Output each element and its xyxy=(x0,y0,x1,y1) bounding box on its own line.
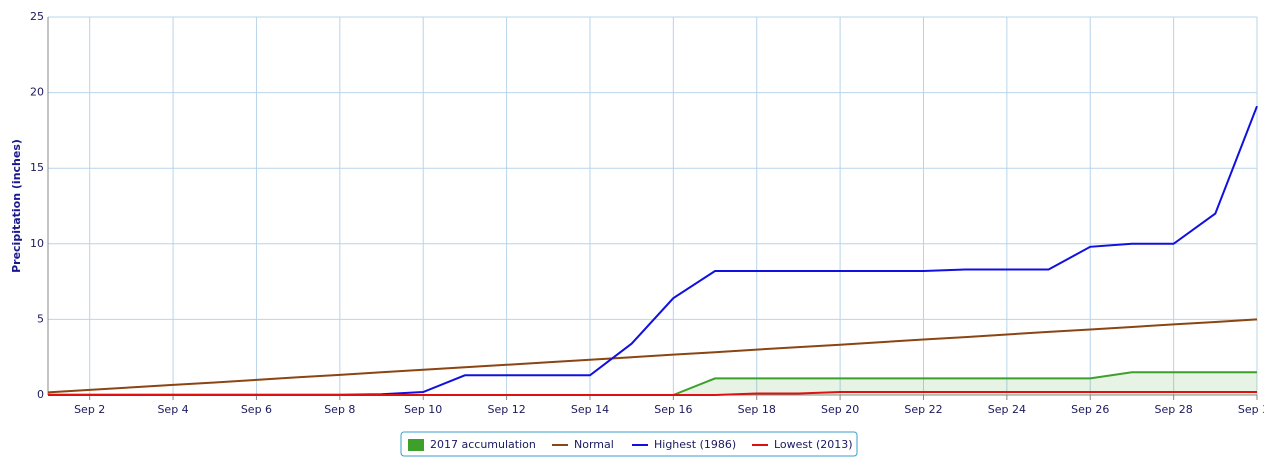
x-tick-label: Sep 14 xyxy=(571,403,609,416)
series-line xyxy=(48,391,1257,396)
x-tick-label: Sep 18 xyxy=(738,403,776,416)
x-tick-label: Sep 16 xyxy=(654,403,692,416)
y-tick-label: 20 xyxy=(30,86,44,99)
area-fill xyxy=(673,372,1257,395)
series-line xyxy=(48,105,1258,396)
x-tick-label: Sep 10 xyxy=(404,403,442,416)
x-tick-label: Sep 28 xyxy=(1155,403,1193,416)
series-line xyxy=(672,371,1257,396)
plot-area xyxy=(47,16,1258,400)
x-tick-label: Sep 6 xyxy=(241,403,272,416)
y-tick-label: 15 xyxy=(30,161,44,174)
y-axis-label: Precipitation (inches) xyxy=(10,139,23,273)
y-tick-label: 10 xyxy=(30,237,44,250)
x-tick-label: Sep 4 xyxy=(157,403,188,416)
legend: 2017 accumulation Normal Highest (1986) Low… xyxy=(408,438,853,451)
x-tick-label: Sep 20 xyxy=(821,403,859,416)
x-tick-label: Sep 30 xyxy=(1238,403,1264,416)
x-tick-label: Sep 12 xyxy=(487,403,525,416)
legend-label: 2017 accumulation xyxy=(430,438,536,451)
y-tick-label: 0 xyxy=(37,388,44,401)
legend-label: Highest (1986) xyxy=(654,438,736,451)
x-tick-label: Sep 2 xyxy=(74,403,105,416)
legend-label: Normal xyxy=(574,438,614,451)
x-tick-label: Sep 8 xyxy=(324,403,355,416)
legend-box xyxy=(400,431,858,457)
x-tick-label: Sep 22 xyxy=(904,403,942,416)
series-line xyxy=(47,318,1258,394)
x-tick-label: Sep 26 xyxy=(1071,403,1109,416)
legend-swatch xyxy=(408,439,424,451)
legend-label: Lowest (2013) xyxy=(774,438,853,451)
y-tick-label: 25 xyxy=(30,10,44,23)
x-tick-label: Sep 24 xyxy=(988,403,1026,416)
y-tick-label: 5 xyxy=(37,312,44,325)
